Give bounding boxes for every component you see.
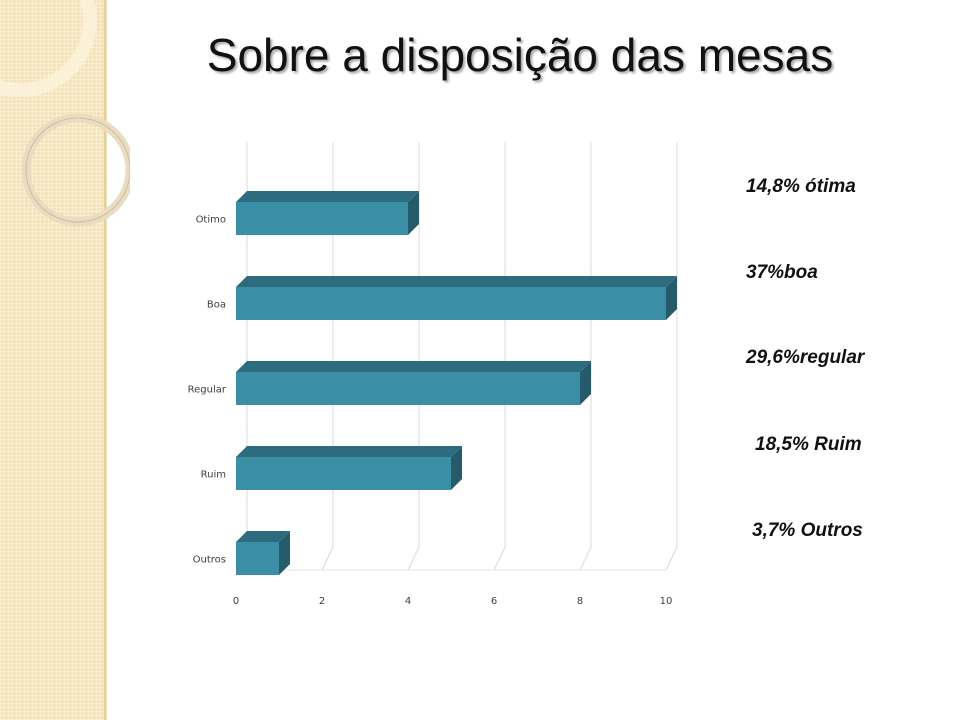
x-tick-label: 4 — [405, 596, 411, 607]
x-tick-label: 8 — [577, 596, 583, 607]
percent-label-boa: 37%boa — [746, 262, 818, 283]
bar-top — [236, 276, 677, 287]
y-category-label: Boa — [207, 300, 226, 311]
bar — [236, 202, 408, 235]
percent-label-outros: 3,7% Outros — [752, 520, 863, 541]
y-category-label: Ruim — [201, 470, 226, 481]
bar-top — [236, 446, 462, 457]
decorative-divider — [106, 0, 107, 720]
bar-top — [236, 191, 419, 202]
decorative-circles — [0, 0, 130, 227]
grid-floor-line — [665, 546, 678, 571]
grid-floor-line — [579, 546, 592, 571]
y-category-label: Otimo — [196, 215, 226, 226]
bar-side — [408, 191, 419, 235]
y-category-label: Regular — [188, 385, 227, 396]
bar-side — [279, 531, 290, 575]
bar-top — [236, 531, 290, 542]
grid-floor-line — [407, 546, 420, 571]
bar — [236, 287, 666, 320]
bar-chart: 0 2 4 6 8 10 Otimo Boa Regular Ruim Outros — [188, 142, 678, 607]
x-tick-label: 10 — [660, 596, 673, 607]
y-category-label: Outros — [193, 555, 226, 566]
bar-side — [666, 276, 677, 320]
x-tick-label: 2 — [319, 596, 325, 607]
slide-title: Sobre a disposição das mesas — [206, 29, 834, 81]
grid-floor-line — [493, 546, 506, 571]
percent-label-regular: 29,6%regular — [746, 347, 865, 368]
x-tick-label: 0 — [233, 596, 239, 607]
percent-label-ruim: 18,5% Ruim — [755, 434, 862, 455]
bar — [236, 372, 580, 405]
bar-side — [451, 446, 462, 490]
bar-side — [580, 361, 591, 405]
bar — [236, 542, 279, 575]
bar-top — [236, 361, 591, 372]
percent-label-otima: 14,8% ótima — [746, 176, 856, 197]
bar — [236, 457, 451, 490]
grid-floor-line — [321, 546, 334, 571]
x-tick-label: 6 — [491, 596, 497, 607]
